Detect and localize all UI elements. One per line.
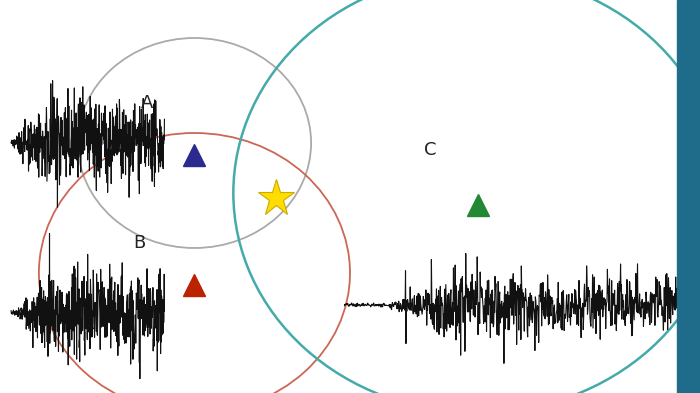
Text: C: C	[424, 141, 437, 159]
Text: A: A	[141, 94, 153, 112]
Bar	[677, 0, 700, 393]
Text: B: B	[133, 234, 146, 252]
